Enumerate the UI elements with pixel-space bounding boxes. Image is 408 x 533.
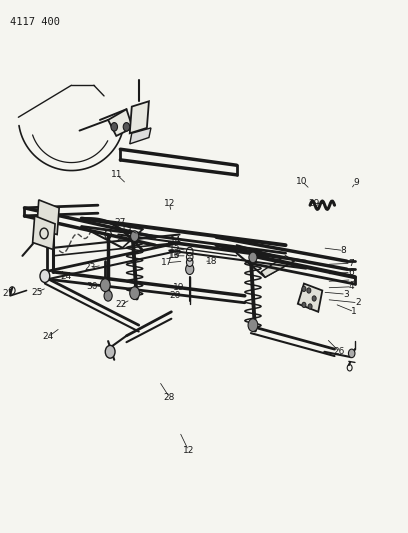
Circle shape — [186, 264, 194, 274]
Polygon shape — [108, 109, 133, 136]
Text: 30: 30 — [86, 282, 98, 291]
Text: 18: 18 — [206, 257, 217, 265]
Polygon shape — [130, 101, 149, 133]
Text: 11: 11 — [111, 171, 123, 179]
Polygon shape — [298, 284, 322, 312]
Text: 27: 27 — [114, 219, 126, 227]
Text: 25: 25 — [31, 288, 42, 296]
Text: 13: 13 — [121, 224, 132, 232]
Circle shape — [104, 290, 112, 301]
Text: 29: 29 — [308, 199, 320, 208]
Text: 23: 23 — [84, 263, 95, 272]
Circle shape — [40, 270, 50, 282]
Text: 4: 4 — [349, 282, 355, 291]
Circle shape — [248, 319, 258, 332]
Text: 2: 2 — [355, 298, 361, 307]
Circle shape — [308, 304, 312, 309]
Circle shape — [131, 231, 139, 241]
Text: 20: 20 — [169, 291, 180, 300]
Circle shape — [130, 287, 140, 300]
Text: 9: 9 — [353, 178, 359, 187]
Circle shape — [348, 349, 355, 358]
Text: 16: 16 — [169, 252, 180, 260]
Polygon shape — [261, 256, 294, 277]
Text: 15: 15 — [169, 244, 180, 252]
Circle shape — [249, 252, 257, 263]
Text: 17: 17 — [161, 259, 172, 267]
Text: 8: 8 — [341, 246, 346, 255]
Text: 10: 10 — [296, 177, 308, 185]
Circle shape — [302, 302, 306, 308]
Text: 4117 400: 4117 400 — [10, 17, 60, 27]
Text: 12: 12 — [183, 446, 194, 455]
Text: 13: 13 — [168, 252, 179, 260]
Circle shape — [123, 123, 130, 131]
Circle shape — [105, 345, 115, 358]
Text: 1: 1 — [351, 308, 357, 316]
Polygon shape — [33, 216, 55, 249]
Circle shape — [100, 279, 110, 292]
Polygon shape — [130, 128, 151, 144]
Circle shape — [186, 258, 193, 266]
Text: 26: 26 — [334, 348, 345, 356]
Text: 22: 22 — [115, 301, 126, 309]
Text: 24: 24 — [60, 272, 72, 280]
Text: 5: 5 — [349, 276, 355, 284]
Text: 3: 3 — [343, 290, 349, 298]
Text: 28: 28 — [164, 393, 175, 401]
Text: 6: 6 — [348, 268, 354, 277]
Text: 21: 21 — [2, 289, 14, 297]
Text: 7: 7 — [348, 259, 354, 268]
Text: 14: 14 — [170, 237, 181, 245]
Circle shape — [111, 123, 118, 131]
Text: 12: 12 — [164, 199, 175, 208]
Circle shape — [307, 288, 311, 293]
Text: 19: 19 — [173, 284, 184, 292]
Text: 24: 24 — [42, 333, 54, 341]
Circle shape — [302, 286, 306, 292]
Circle shape — [312, 296, 316, 301]
Polygon shape — [37, 200, 59, 235]
